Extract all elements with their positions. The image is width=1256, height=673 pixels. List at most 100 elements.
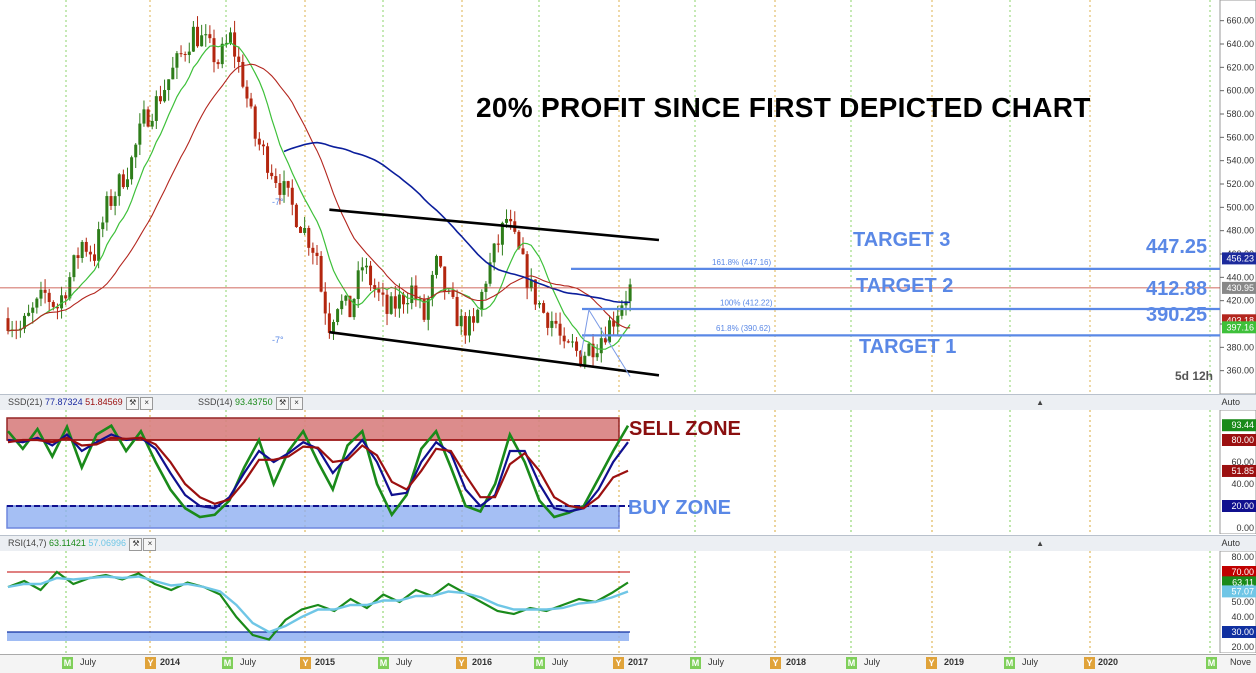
candle-body <box>570 341 574 343</box>
candle-body <box>616 315 620 327</box>
candle-body <box>228 32 232 43</box>
ssd-panel-header: SSD(21) 77.87324 51.84569 ⚒ × SSD(14) 93.… <box>0 394 1256 412</box>
buy-zone-label: BUY ZONE <box>628 497 731 519</box>
candle-body <box>183 53 187 56</box>
time-label: July <box>864 657 881 667</box>
rsi-settings-icon[interactable]: ⚒ <box>129 538 143 551</box>
rsi-value-box <box>1222 576 1256 589</box>
time-label: 2017 <box>628 657 649 667</box>
fib-label: 61.8% (390.62) <box>716 324 771 333</box>
candle-body <box>31 307 35 313</box>
level2-label: 412.88 <box>1146 278 1208 300</box>
candle-body <box>257 138 261 145</box>
ssd-auto-scale[interactable]: Auto <box>1221 397 1240 407</box>
candle-body <box>319 255 323 292</box>
candle-body <box>327 313 331 333</box>
candle-body <box>331 322 335 333</box>
candle-body <box>492 243 496 263</box>
candle-body <box>472 316 476 323</box>
y-tick-label: 520.00 <box>1226 179 1254 189</box>
rsi-collapse-icon[interactable]: ▲ <box>1036 539 1044 548</box>
price-box-label: 397.16 <box>1226 322 1254 332</box>
time-label: July <box>552 657 569 667</box>
candle-body <box>352 298 356 318</box>
candle-body <box>455 296 459 327</box>
rsi-auto-scale[interactable]: Auto <box>1221 538 1240 548</box>
y-tick-label: 420.00 <box>1226 296 1254 306</box>
candle-body <box>125 179 129 188</box>
candle-body <box>105 196 109 223</box>
time-badge: M <box>534 657 545 669</box>
ssd-chart[interactable]: 0.0020.0040.0060.0080.0093.4480.0051.852… <box>0 410 1256 534</box>
ssd-value-box <box>1222 419 1256 432</box>
ssd-value-box <box>1222 500 1256 512</box>
candle-body <box>542 303 546 313</box>
rsi-value-label: 70.00 <box>1231 567 1254 577</box>
ssd-value-box <box>1222 464 1256 477</box>
time-badge: Y <box>926 657 937 669</box>
candle-body <box>525 254 529 289</box>
candle-body <box>340 300 344 310</box>
candle-body <box>51 302 55 307</box>
candle-body <box>167 79 171 91</box>
angle-bottom-label: -7° <box>272 335 284 345</box>
candle-body <box>245 86 249 99</box>
candle-body <box>113 196 117 206</box>
candle-body <box>290 187 294 205</box>
rsi-tick-label: 80.00 <box>1231 552 1254 562</box>
time-badge: Y <box>613 657 624 669</box>
candle-body <box>237 56 241 62</box>
candle-body <box>562 335 566 342</box>
candle-body <box>579 350 583 367</box>
main-y-axis <box>1219 0 1256 394</box>
candle-body <box>216 62 220 65</box>
candle-body <box>307 227 311 248</box>
candle-body <box>134 144 138 158</box>
candle-body <box>299 226 303 233</box>
ssd21-settings-icon[interactable]: ⚒ <box>126 397 140 410</box>
ssd14-close-icon[interactable]: × <box>290 397 304 410</box>
time-label: July <box>396 657 413 667</box>
time-label: July <box>708 657 725 667</box>
candle-body <box>426 298 430 320</box>
candle-body <box>233 32 237 57</box>
ssd-value-box <box>1222 434 1256 446</box>
candle-body <box>93 254 97 261</box>
rsi-tick-label: 20.00 <box>1231 642 1254 652</box>
candle-body <box>459 315 463 327</box>
candle-body <box>208 34 212 39</box>
fib-label: 161.8% (447.16) <box>712 258 771 267</box>
candle-body <box>274 176 278 184</box>
time-label: 2020 <box>1098 657 1119 667</box>
rsi-tick-label: 50.00 <box>1231 597 1254 607</box>
ssd21-close-icon[interactable]: × <box>140 397 154 410</box>
candle-body <box>286 181 290 188</box>
headline-annotation: 20% PROFIT SINCE FIRST DEPICTED CHART <box>476 92 1091 123</box>
rsi-close-icon[interactable]: × <box>143 538 157 551</box>
candle-body <box>500 222 504 245</box>
ssd-tick-label: 60.00 <box>1231 457 1254 467</box>
price-chart[interactable]: 360.00380.00400.00420.00440.00460.00480.… <box>0 0 1256 394</box>
rsi-chart[interactable]: 20.0040.0050.0060.0080.0070.0063.1157.07… <box>0 551 1256 653</box>
buy-zone-box <box>6 505 620 529</box>
candle-body <box>385 294 389 314</box>
rsi-value-label: 57.07 <box>1231 586 1254 596</box>
ssd-collapse-icon[interactable]: ▲ <box>1036 398 1044 407</box>
candle-body <box>434 255 438 275</box>
candle-body <box>517 231 521 249</box>
candle-body <box>583 355 587 367</box>
time-badge: M <box>690 657 701 669</box>
price-box <box>1222 281 1256 294</box>
candle-body <box>546 312 550 328</box>
price-box-label: 456.23 <box>1226 253 1254 263</box>
y-tick-label: 500.00 <box>1226 202 1254 212</box>
y-tick-label: 620.00 <box>1226 62 1254 72</box>
candle-body <box>150 120 154 127</box>
candle-body <box>393 296 397 309</box>
time-axis[interactable]: M July Y 2014 M July Y 2015 M July Y 2016 M July Y 2017… <box>0 654 1256 673</box>
candle-body <box>60 295 64 309</box>
candle-body <box>529 279 533 289</box>
candle-body <box>599 338 603 354</box>
ssd14-settings-icon[interactable]: ⚒ <box>276 397 290 410</box>
